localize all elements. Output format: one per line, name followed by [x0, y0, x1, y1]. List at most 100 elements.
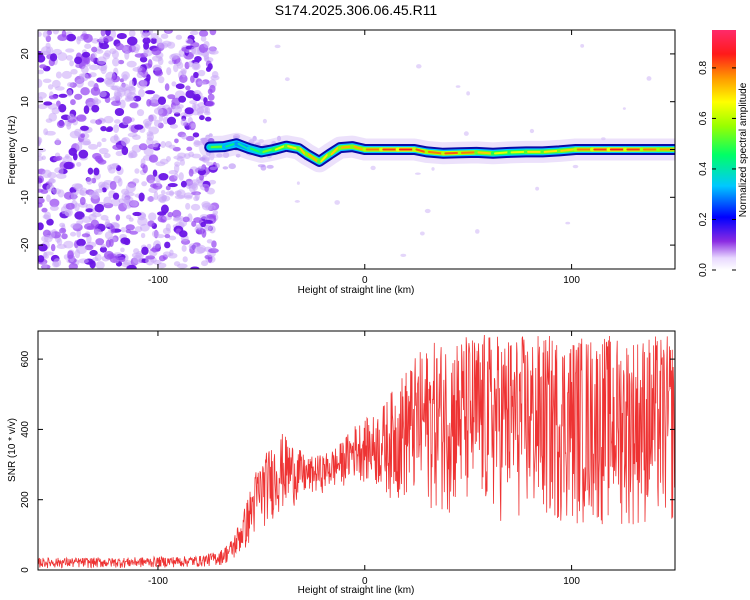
noise-blob: [153, 107, 164, 115]
noise-blob: [173, 63, 179, 73]
noise-blob: [120, 226, 126, 233]
y-tick-label: 0: [20, 567, 31, 573]
noise-blob: [66, 122, 72, 130]
noise-blob: [200, 35, 207, 42]
noise-blob: [182, 256, 188, 263]
noise-blob: [103, 196, 112, 206]
noise-blob: [185, 38, 194, 45]
noise-blob: [475, 229, 480, 234]
noise-blob: [38, 222, 44, 231]
noise-blob: [69, 130, 81, 139]
noise-blob: [76, 114, 87, 122]
colorbar-tick-label: 0.6: [698, 111, 709, 125]
noise-blob: [58, 103, 67, 113]
noise-blob: [179, 230, 188, 238]
noise-blob: [92, 152, 102, 160]
noise-blob: [206, 239, 213, 244]
noise-blob: [193, 195, 199, 202]
noise-blob: [580, 43, 585, 48]
noise-blob: [109, 180, 117, 191]
noise-blob: [193, 93, 201, 102]
ridge-core: [340, 145, 352, 149]
noise-blob: [81, 51, 91, 58]
noise-blob: [110, 224, 115, 234]
noise-blob: [266, 164, 274, 169]
noise-blob: [111, 197, 121, 207]
noise-blob: [146, 74, 151, 82]
noise-blob: [124, 50, 130, 60]
noise-blob: [168, 60, 175, 65]
noise-blob: [211, 240, 217, 248]
noise-blob: [91, 104, 100, 113]
noise-blob: [109, 163, 118, 170]
noise-blob: [294, 200, 300, 203]
noise-blob: [142, 37, 151, 45]
noise-blob: [52, 188, 62, 195]
snr-y-label: SNR (10 * v/v): [7, 418, 18, 482]
noise-blob: [113, 252, 122, 257]
noise-blob: [66, 89, 73, 97]
noise-blob: [128, 30, 136, 37]
noise-blob: [142, 164, 148, 174]
noise-blob: [147, 220, 155, 227]
noise-blob: [205, 66, 212, 72]
noise-blob: [136, 109, 145, 117]
noise-blob: [48, 178, 56, 184]
noise-blob: [153, 93, 159, 99]
noise-blob: [204, 116, 212, 122]
noise-blob: [139, 56, 148, 63]
noise-blob: [207, 46, 217, 55]
noise-blob: [151, 47, 162, 56]
noise-blob: [111, 50, 119, 59]
noise-blob: [59, 227, 67, 234]
noise-blob: [146, 98, 152, 107]
noise-blob: [122, 74, 128, 82]
noise-blob: [414, 172, 421, 175]
noise-blob: [76, 238, 86, 247]
noise-blob: [212, 210, 219, 215]
noise-blob: [157, 76, 165, 84]
noise-blob: [103, 35, 114, 42]
noise-blob: [180, 118, 188, 127]
noise-blob: [193, 71, 199, 79]
noise-blob: [88, 143, 99, 150]
noise-blob: [121, 137, 128, 147]
noise-blob: [100, 243, 107, 248]
noise-blob: [70, 68, 78, 75]
noise-blob: [199, 115, 205, 121]
noise-blob: [156, 211, 167, 216]
noise-blob: [173, 173, 179, 180]
noise-blob: [148, 154, 159, 163]
y-tick-label: 0: [20, 146, 31, 152]
noise-blob: [125, 224, 135, 231]
noise-blob: [99, 246, 107, 253]
noise-blob: [146, 243, 152, 250]
noise-blob: [99, 90, 107, 98]
noise-blob: [53, 258, 62, 268]
noise-blob: [207, 93, 215, 101]
x-tick-label: -100: [148, 275, 168, 286]
noise-blob: [175, 34, 183, 40]
noise-blob: [63, 161, 74, 170]
noise-blob: [572, 164, 579, 169]
x-tick-label: -100: [148, 576, 168, 587]
noise-blob: [165, 223, 171, 232]
noise-blob: [84, 43, 92, 49]
noise-blob: [169, 123, 178, 129]
noise-blob: [145, 90, 156, 95]
noise-blob: [67, 82, 74, 88]
noise-blob: [203, 51, 210, 60]
noise-blob: [121, 188, 129, 195]
ridge-core: [299, 147, 306, 156]
noise-blob: [41, 261, 48, 269]
noise-blob: [197, 80, 207, 86]
noise-blob: [92, 257, 99, 262]
noise-blob: [296, 181, 300, 185]
noise-blob: [61, 233, 68, 240]
noise-blob: [90, 86, 101, 96]
noise-blob: [424, 208, 431, 214]
noise-blob: [150, 37, 158, 44]
noise-blob: [116, 33, 127, 40]
noise-blob: [126, 60, 137, 68]
noise-blob: [122, 46, 128, 52]
